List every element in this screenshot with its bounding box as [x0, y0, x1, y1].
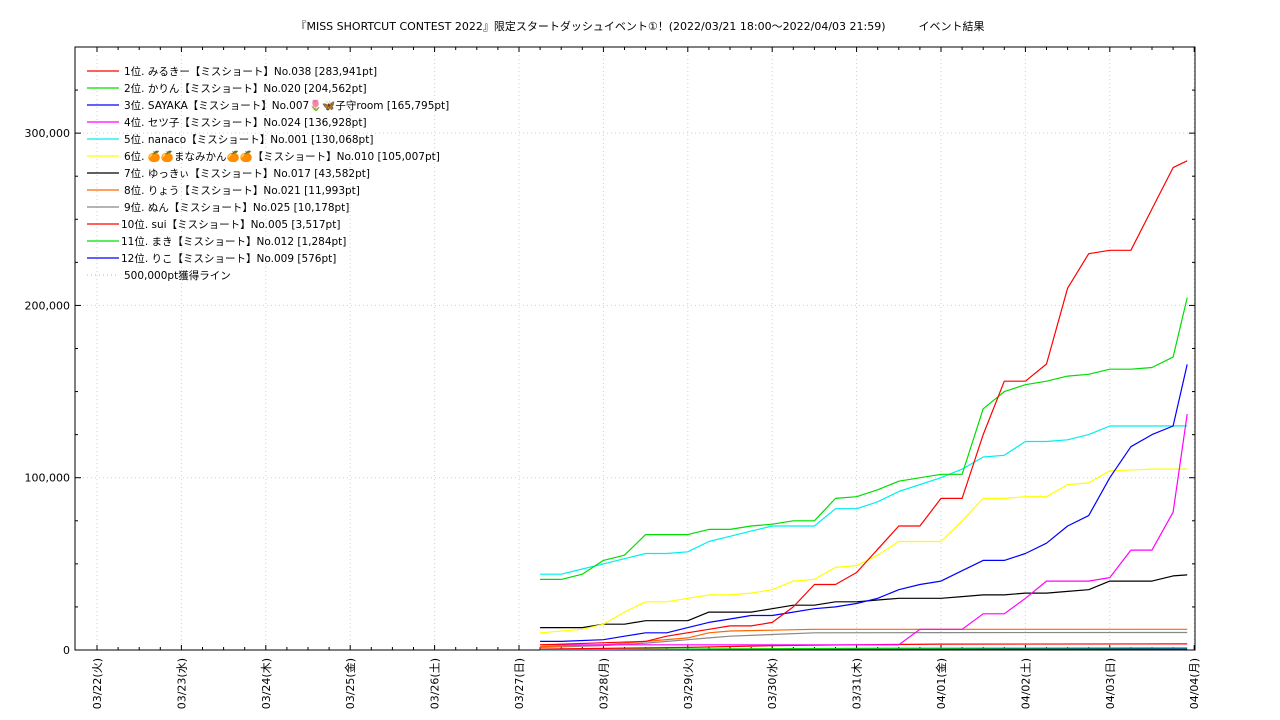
series-line-11 [540, 647, 1188, 651]
legend-label-11: 11位. まき【ミスショート】No.012 [1,284pt] [121, 235, 346, 248]
x-tick-label: 04/04(月) [1188, 658, 1201, 709]
x-tick-label: 04/01(金) [934, 658, 948, 709]
legend-label-6: 6位. 🍊🍊まなみかん🍊🍊【ミスショート】No.010 [105,007pt] [124, 150, 440, 163]
legend-label-5: 5位. nanaco【ミスショート】No.001 [130,068pt] [124, 133, 373, 146]
legend-label-1: 1位. みるきー【ミスショート】No.038 [283,941pt] [124, 65, 377, 78]
series-line-3 [540, 364, 1188, 643]
series-layer [540, 160, 1188, 651]
legend-label-2: 2位. かりん【ミスショート】No.020 [204,562pt] [124, 82, 367, 95]
legend-label-9: 9位. ぬん【ミスショート】No.025 [10,178pt] [124, 201, 349, 214]
y-tick-label: 100,000 [25, 472, 71, 485]
axis-layer: 03/22(火) 03/23(水) 03/24(木) 03/25(金) 03/26(土)… [25, 47, 1201, 709]
x-tick-label: 04/03(日) [1104, 658, 1117, 709]
series-line-1 [540, 160, 1188, 646]
x-tick-label: 03/30(水) [766, 658, 779, 709]
x-tick-label: 03/28(月) [597, 658, 610, 709]
series-line-4 [540, 414, 1188, 646]
y-tick-label: 0 [63, 644, 70, 657]
x-tick-label: 03/31(木) [851, 658, 864, 709]
y-tick-label: 200,000 [25, 299, 71, 312]
x-tick-label: 03/26(土) [429, 658, 442, 709]
grid-layer [75, 47, 1195, 650]
x-tick-label: 03/29(火) [682, 658, 695, 709]
x-tick-label: 03/27(日) [513, 658, 526, 709]
legend-label-reference: 500,000pt獲得ライン [124, 269, 231, 282]
x-tick-label: 03/25(金) [343, 658, 357, 709]
x-tick-label: 04/02(土) [1019, 658, 1032, 709]
chart-title: 『MISS SHORTCUT CONTEST 2022』限定スタートダッシュイベ… [295, 20, 985, 33]
legend-label-7: 7位. ゆっきぃ【ミスショート】No.017 [43,582pt] [124, 167, 370, 180]
legend-label-10: 10位. sui【ミスショート】No.005 [3,517pt] [121, 218, 340, 231]
legend: 1位. みるきー【ミスショート】No.038 [283,941pt] 2位. かり… [87, 65, 449, 282]
x-tick-label: 03/22(火) [91, 658, 104, 709]
x-tick-label: 03/24(木) [260, 658, 273, 709]
y-tick-label: 300,000 [25, 127, 71, 140]
x-tick-label: 03/23(水) [175, 658, 188, 709]
legend-label-3: 3位. SAYAKA【ミスショート】No.007🌷🦋子守room [165,79… [124, 99, 449, 112]
series-line-6 [540, 468, 1188, 634]
legend-label-8: 8位. りょう【ミスショート】No.021 [11,993pt] [124, 184, 360, 197]
legend-label-4: 4位. セツ子【ミスショート】No.024 [136,928pt] [124, 116, 367, 129]
series-line-5 [540, 425, 1188, 575]
legend-label-12: 12位. りこ【ミスショート】No.009 [576pt] [121, 252, 336, 265]
series-line-2 [540, 297, 1188, 581]
